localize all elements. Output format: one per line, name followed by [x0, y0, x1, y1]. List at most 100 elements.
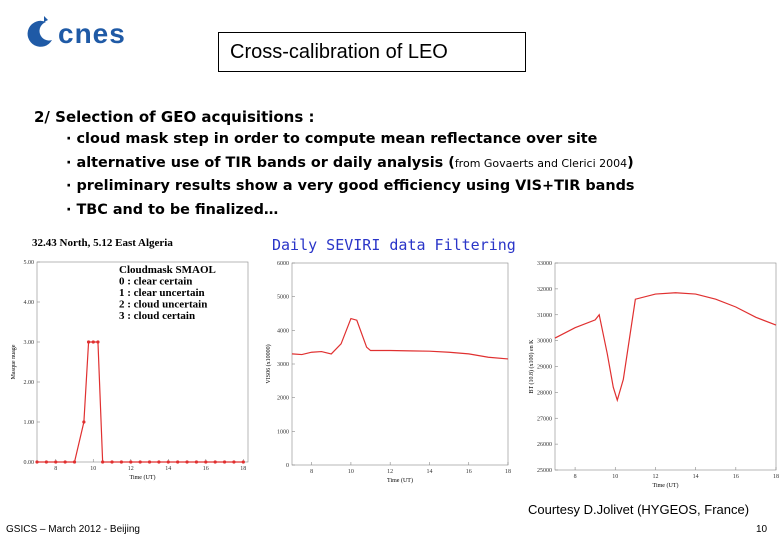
y-tick-label: 32000: [537, 287, 552, 293]
y-tick-label: 3.00: [24, 340, 35, 346]
x-tick-label: 16: [733, 474, 739, 480]
data-point: [241, 460, 245, 464]
x-tick-label: 12: [652, 474, 658, 480]
data-point: [147, 460, 152, 464]
x-tick-label: 14: [693, 474, 699, 480]
data-point: [119, 460, 123, 464]
slide-title: Cross-calibration of LEO: [230, 41, 448, 63]
y-tick-label: 25000: [537, 468, 552, 474]
y-tick-label: 5000: [277, 295, 289, 301]
y-tick-label: 30000: [537, 339, 552, 345]
x-axis-label: Time (UT): [130, 474, 156, 481]
data-point: [72, 460, 77, 464]
x-tick-label: 8: [54, 466, 57, 472]
y-tick-label: 0.00: [24, 460, 35, 466]
y-tick-label: 33000: [537, 261, 552, 267]
bullet-text: TBC and to be finalized…: [76, 201, 279, 218]
data-point: [63, 460, 67, 464]
y-tick-label: 6000: [277, 261, 289, 267]
y-tick-label: 27000: [537, 416, 552, 422]
x-tick-label: 18: [505, 469, 511, 475]
x-tick-label: 16: [203, 466, 209, 472]
annotation: 0 : clear certain: [119, 276, 192, 288]
credit: Courtesy D.Jolivet (HYGEOS, France): [528, 502, 750, 517]
bullet-text: ): [627, 154, 634, 171]
logo-mark: [27, 16, 52, 47]
data-point: [35, 460, 39, 464]
y-tick-label: 4.00: [24, 300, 35, 306]
annotation: 3 : cloud certain: [119, 310, 195, 322]
charts: 0.00 1.00 2.00 3.00 4.00 5.00 8 10 12 14 16 18 Time …: [11, 237, 779, 489]
data-point: [157, 460, 161, 464]
data-point: [166, 460, 170, 464]
data-point: [44, 460, 48, 464]
x-tick-label: 10: [612, 474, 618, 480]
logo: cnes: [58, 18, 126, 49]
footer: GSICS – March 2012 - Beijing: [6, 524, 140, 535]
bullet-text: preliminary results show a very good eff…: [76, 178, 635, 194]
y-tick-label: 0: [286, 463, 289, 469]
data-point: [86, 340, 91, 344]
plot-frame: [291, 262, 509, 466]
y-tick-label: 2.00: [24, 380, 35, 386]
data-point: [82, 420, 86, 424]
y-tick-label: 26000: [537, 442, 552, 448]
page-number: 10: [756, 524, 768, 535]
y-axis-label: Masque nuage: [11, 344, 17, 379]
x-tick-label: 18: [773, 474, 779, 480]
bullet-note: from Govaerts and Clerici 2004: [454, 156, 628, 170]
x-tick-label: 8: [310, 469, 313, 475]
data-point: [54, 460, 58, 464]
data-point: [222, 460, 227, 464]
annotation: 2 : cloud uncertain: [119, 299, 207, 311]
data-point: [232, 460, 236, 464]
y-tick-label: 4000: [277, 328, 289, 334]
x-tick-label: 18: [240, 466, 246, 472]
data-point: [138, 460, 142, 464]
bullet: TBC and to be finalized…: [66, 202, 634, 226]
plot-frame: [554, 262, 777, 471]
x-tick-label: 14: [165, 466, 171, 472]
chart-title: 32.43 North, 5.12 East Algeria: [32, 237, 173, 249]
y-tick-label: 31000: [537, 313, 552, 319]
data-point: [185, 460, 189, 464]
data-point: [101, 460, 105, 464]
y-axis-label: BT (10.8) (x100) en K: [528, 339, 535, 394]
x-tick-label: 8: [574, 474, 577, 480]
x-tick-label: 10: [348, 469, 354, 475]
bullet-text: alternative use of TIR bands or daily an…: [76, 154, 455, 171]
y-tick-label: 1.00: [24, 420, 35, 426]
x-axis-label: Time (UT): [387, 477, 413, 484]
data-line: [291, 317, 509, 360]
y-tick-label: 3000: [277, 362, 289, 368]
y-tick-label: 2000: [277, 396, 289, 402]
x-axis-label: Time (UT): [653, 482, 679, 489]
bullet: cloud mask step in order to compute mean…: [66, 131, 634, 155]
bullet: alternative use of TIR bands or daily an…: [66, 155, 634, 179]
x-tick-label: 10: [90, 466, 96, 472]
y-tick-label: 29000: [537, 365, 552, 371]
y-tick-label: 1000: [277, 429, 289, 435]
y-tick-label: 5.00: [24, 260, 35, 266]
title-box: [218, 32, 526, 72]
heading: 2/ Selection of GEO acquisitions :: [34, 108, 315, 126]
data-point: [96, 340, 100, 344]
data-point: [194, 460, 199, 464]
data-point: [110, 460, 114, 464]
x-tick-label: 14: [426, 469, 432, 475]
data-point: [129, 460, 133, 464]
bullet: preliminary results show a very good eff…: [66, 178, 634, 202]
bullet-list: cloud mask step in order to compute mean…: [66, 131, 634, 225]
x-tick-label: 16: [466, 469, 472, 475]
data-point: [204, 460, 208, 464]
data-point: [176, 460, 180, 464]
data-line: [554, 292, 777, 403]
y-tick-label: 28000: [537, 390, 552, 396]
bullet-text: cloud mask step in order to compute mean…: [76, 131, 598, 147]
x-tick-label: 12: [128, 466, 134, 472]
caption: Daily SEVIRI data Filtering: [272, 236, 516, 254]
data-line: [37, 341, 244, 463]
annotation: Cloudmask SMAOL: [119, 264, 216, 276]
annotation: 1 : clear uncertain: [119, 287, 205, 299]
